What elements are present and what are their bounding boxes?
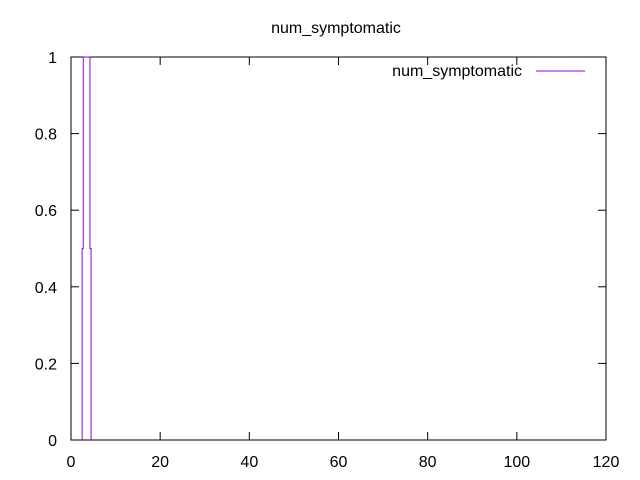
y-tick-label: 0.8 <box>35 127 57 144</box>
legend-label: num_symptomatic <box>392 63 522 80</box>
legend: num_symptomatic <box>392 63 585 80</box>
x-tick-label: 100 <box>503 454 530 471</box>
x-tick-label: 60 <box>330 454 348 471</box>
y-tick-label: 0.6 <box>35 203 57 220</box>
axis-ticks <box>70 56 607 441</box>
y-tick-label: 0 <box>48 433 57 450</box>
series-group <box>81 56 92 440</box>
y-tick-label: 1 <box>48 50 57 67</box>
x-tick-label: 0 <box>67 454 76 471</box>
chart-title: num_symptomatic <box>271 20 401 37</box>
x-tick-label: 80 <box>419 454 437 471</box>
y-tick-label: 0.4 <box>35 280 57 297</box>
x-tick-label: 20 <box>151 454 169 471</box>
plot-frame <box>70 56 607 441</box>
series-line-0 <box>81 56 92 440</box>
x-tick-label: 120 <box>593 454 620 471</box>
axis-tick-labels: 0 20 40 60 80 100 120 0 0.2 0.4 0.6 0.8 1 <box>35 50 620 471</box>
x-tick-label: 40 <box>240 454 258 471</box>
y-tick-label: 0.2 <box>35 356 57 373</box>
